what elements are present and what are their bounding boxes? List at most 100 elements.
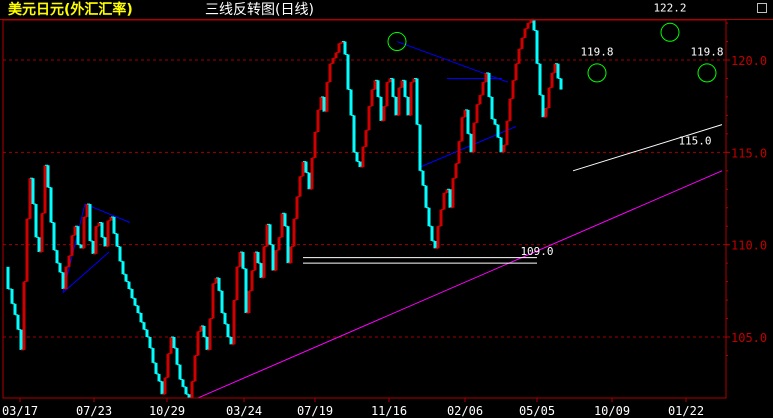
down-block <box>46 165 50 188</box>
down-block <box>352 115 356 153</box>
up-block <box>280 213 284 238</box>
down-block <box>424 185 428 208</box>
down-block <box>76 226 80 245</box>
down-block <box>112 216 116 234</box>
close-icon[interactable] <box>757 3 767 13</box>
up-block <box>517 48 521 64</box>
down-block <box>157 373 161 382</box>
up-block <box>85 204 89 217</box>
down-block <box>307 172 311 190</box>
down-block <box>346 54 350 90</box>
down-block <box>427 207 431 227</box>
annotation-label: 122.2 <box>653 1 686 14</box>
plot-frame <box>2 19 727 399</box>
up-block <box>367 106 371 131</box>
up-block <box>199 325 203 332</box>
up-block <box>382 106 386 121</box>
down-block <box>403 80 407 97</box>
up-block <box>73 226 77 236</box>
up-block <box>70 235 74 256</box>
down-block <box>136 305 140 313</box>
down-block <box>37 237 41 253</box>
down-block <box>175 348 179 365</box>
down-block <box>244 268 248 313</box>
down-block <box>490 96 494 120</box>
down-block <box>6 266 10 289</box>
triangle-line <box>396 41 509 83</box>
down-block <box>226 324 230 337</box>
up-block <box>337 43 341 53</box>
down-block <box>430 226 434 241</box>
up-block <box>247 290 251 313</box>
up-block <box>316 109 320 133</box>
down-block <box>151 348 155 363</box>
price-blocks <box>6 18 563 399</box>
up-block <box>253 252 257 271</box>
up-block <box>277 237 281 251</box>
down-block <box>127 281 131 289</box>
up-block <box>472 122 476 153</box>
down-block <box>421 170 425 186</box>
up-block <box>262 246 266 278</box>
up-block <box>436 226 440 249</box>
down-block <box>229 337 233 345</box>
peak-circle-marker <box>587 63 607 83</box>
down-block <box>532 19 536 31</box>
down-block <box>145 329 149 337</box>
down-block <box>10 288 14 304</box>
up-block <box>64 266 68 289</box>
down-block <box>133 298 137 306</box>
up-block <box>28 178 32 219</box>
down-block <box>118 246 122 262</box>
down-block <box>535 30 539 64</box>
up-block <box>292 218 296 247</box>
x-tick-label: 07/19 <box>297 404 333 418</box>
up-block <box>370 89 374 107</box>
down-block <box>499 137 503 153</box>
down-block <box>487 72 491 97</box>
down-block <box>541 95 545 118</box>
up-block <box>457 141 461 164</box>
up-block <box>409 82 413 116</box>
down-block <box>496 124 500 138</box>
up-block <box>67 255 71 267</box>
annotation-label: 115.0 <box>678 134 711 147</box>
down-block <box>202 325 206 337</box>
down-block <box>124 274 128 282</box>
up-block <box>373 80 377 90</box>
down-block <box>55 250 59 264</box>
up-block <box>22 281 26 350</box>
up-block <box>412 78 416 83</box>
down-block <box>148 337 152 349</box>
up-block <box>232 300 236 345</box>
down-block <box>355 152 359 162</box>
down-block <box>556 63 560 79</box>
down-block <box>466 109 470 134</box>
up-block <box>511 80 515 99</box>
y-tick-label: 120.0 <box>731 54 767 68</box>
down-block <box>538 63 542 96</box>
up-block <box>544 108 548 118</box>
down-block <box>31 178 35 205</box>
x-tick-label: 05/05 <box>519 404 555 418</box>
up-block <box>43 165 47 214</box>
up-block <box>439 209 443 227</box>
up-block <box>208 318 212 350</box>
down-block <box>304 161 308 173</box>
up-block <box>235 266 239 301</box>
triangle-line <box>419 126 517 168</box>
up-block <box>454 163 458 179</box>
up-block <box>550 72 554 88</box>
up-block <box>274 250 278 271</box>
x-tick-label: 02/06 <box>447 404 483 418</box>
down-block <box>187 394 191 398</box>
down-block <box>259 263 263 278</box>
down-block <box>184 386 188 395</box>
trendline-long-trend <box>197 170 723 399</box>
up-block <box>331 58 335 64</box>
x-tick-label: 10/09 <box>594 404 630 418</box>
down-block <box>493 119 497 125</box>
down-block <box>130 288 134 299</box>
grid-lines <box>3 59 726 338</box>
up-block <box>166 353 170 378</box>
